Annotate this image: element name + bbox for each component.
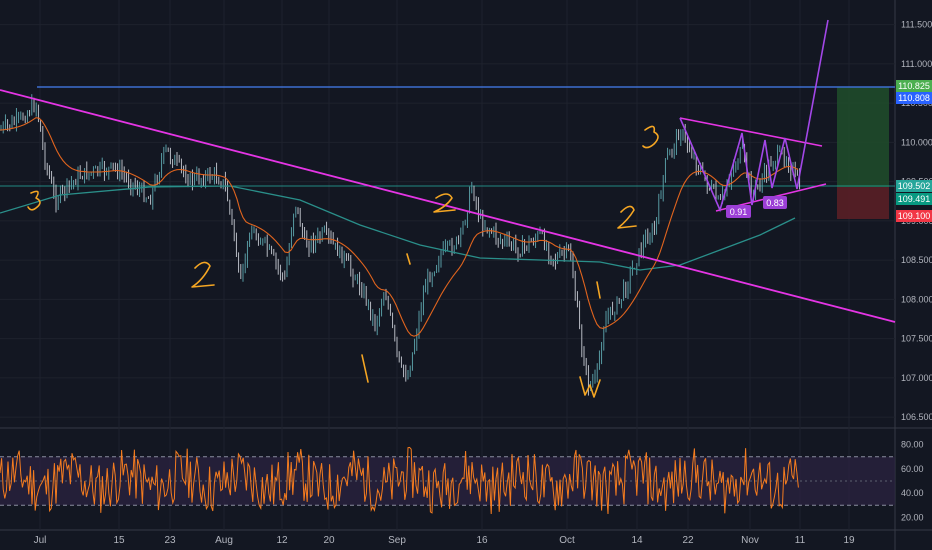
price-label: 109.100 (896, 210, 932, 222)
time-tick-label: Nov (741, 535, 759, 546)
wave-label-2-aug[interactable] (191, 261, 215, 288)
oscillator-tick-label: 40.00 (901, 488, 924, 498)
price-label: 109.502 (896, 180, 932, 192)
price-label-text: 109.502 (898, 181, 931, 191)
price-label-text: 110.825 (898, 81, 930, 91)
wave-label-3-left[interactable] (27, 190, 41, 211)
handwritten-annotations[interactable] (27, 125, 659, 398)
ratio-badge-2[interactable]: 0.83 (763, 196, 787, 209)
time-axis[interactable]: Jul 15 23 Aug 12 20 Sep 16 Oct 14 22 Nov 11 19 (34, 535, 855, 546)
oscillator-tick-label: 60.00 (901, 464, 924, 474)
price-tick-label: 107.500 (901, 334, 932, 344)
wave-label-1-sep[interactable] (361, 354, 369, 383)
time-tick-label: Jul (34, 535, 47, 546)
price-tick-label: 111.500 (901, 20, 932, 30)
time-tick-label: Sep (388, 535, 406, 546)
descending-trendline[interactable] (0, 89, 896, 323)
time-tick-label: 15 (113, 535, 125, 546)
time-tick-label: 19 (843, 535, 855, 546)
wedge-upper-line[interactable] (679, 117, 823, 147)
price-label-text: 110.808 (898, 93, 930, 103)
ratio-badge-1[interactable]: 0.91 (726, 205, 751, 218)
price-label-bg (896, 193, 932, 205)
time-tick-label: 20 (323, 535, 335, 546)
price-tick-label: 110.000 (901, 137, 932, 147)
time-tick-label: 12 (276, 535, 288, 546)
price-label: 110.825 (896, 80, 932, 92)
oscillator-line[interactable] (0, 446, 799, 515)
ratio-badge-2-text: 0.83 (766, 198, 784, 208)
time-tick-label: 16 (476, 535, 488, 546)
price-tick-label: 107.000 (901, 373, 932, 383)
wave-label-2-mid[interactable] (433, 193, 456, 213)
ema-fast-line[interactable] (0, 117, 799, 337)
wave-label-1-small[interactable] (406, 253, 411, 265)
time-tick-label: 23 (164, 535, 176, 546)
time-tick-label: 14 (631, 535, 643, 546)
time-tick-label: 22 (682, 535, 694, 546)
projected-path[interactable] (679, 19, 829, 213)
price-label-bg (896, 180, 932, 192)
price-label-bg (896, 80, 932, 92)
time-tick-label: 11 (795, 535, 806, 546)
price-label-text: 109.100 (898, 211, 931, 221)
price-tick-label: 108.000 (901, 294, 932, 304)
wave-label-w-oct[interactable] (579, 376, 601, 398)
time-tick-label: Oct (559, 535, 575, 546)
stop-loss-zone[interactable] (837, 187, 889, 219)
price-label-bg (896, 92, 932, 104)
price-label: 110.808 (896, 92, 932, 104)
price-labels: 110.825 110.808 109.502 109.491 109.100 (896, 80, 932, 222)
wave-label-1-oct[interactable] (596, 281, 601, 299)
wave-label-3-right[interactable] (642, 125, 659, 149)
oscillator-tick-label: 80.00 (901, 440, 924, 450)
oscillator-axis[interactable]: 80.00 60.00 40.00 20.00 (901, 440, 924, 523)
price-label: 109.491 (896, 193, 932, 205)
price-tick-label: 111.000 (901, 59, 932, 69)
wave-label-2-oct[interactable] (617, 205, 637, 229)
oscillator-tick-label: 20.00 (901, 512, 924, 522)
price-tick-label: 108.500 (901, 255, 932, 265)
take-profit-zone[interactable] (837, 87, 889, 187)
price-label-text: 109.491 (898, 194, 931, 204)
grid (0, 0, 895, 530)
ratio-badge-1-text: 0.91 (730, 207, 748, 217)
price-label-bg (896, 210, 932, 222)
ema-slow-line[interactable] (0, 185, 796, 271)
time-tick-label: Aug (215, 535, 233, 546)
price-tick-label: 106.500 (901, 412, 932, 422)
